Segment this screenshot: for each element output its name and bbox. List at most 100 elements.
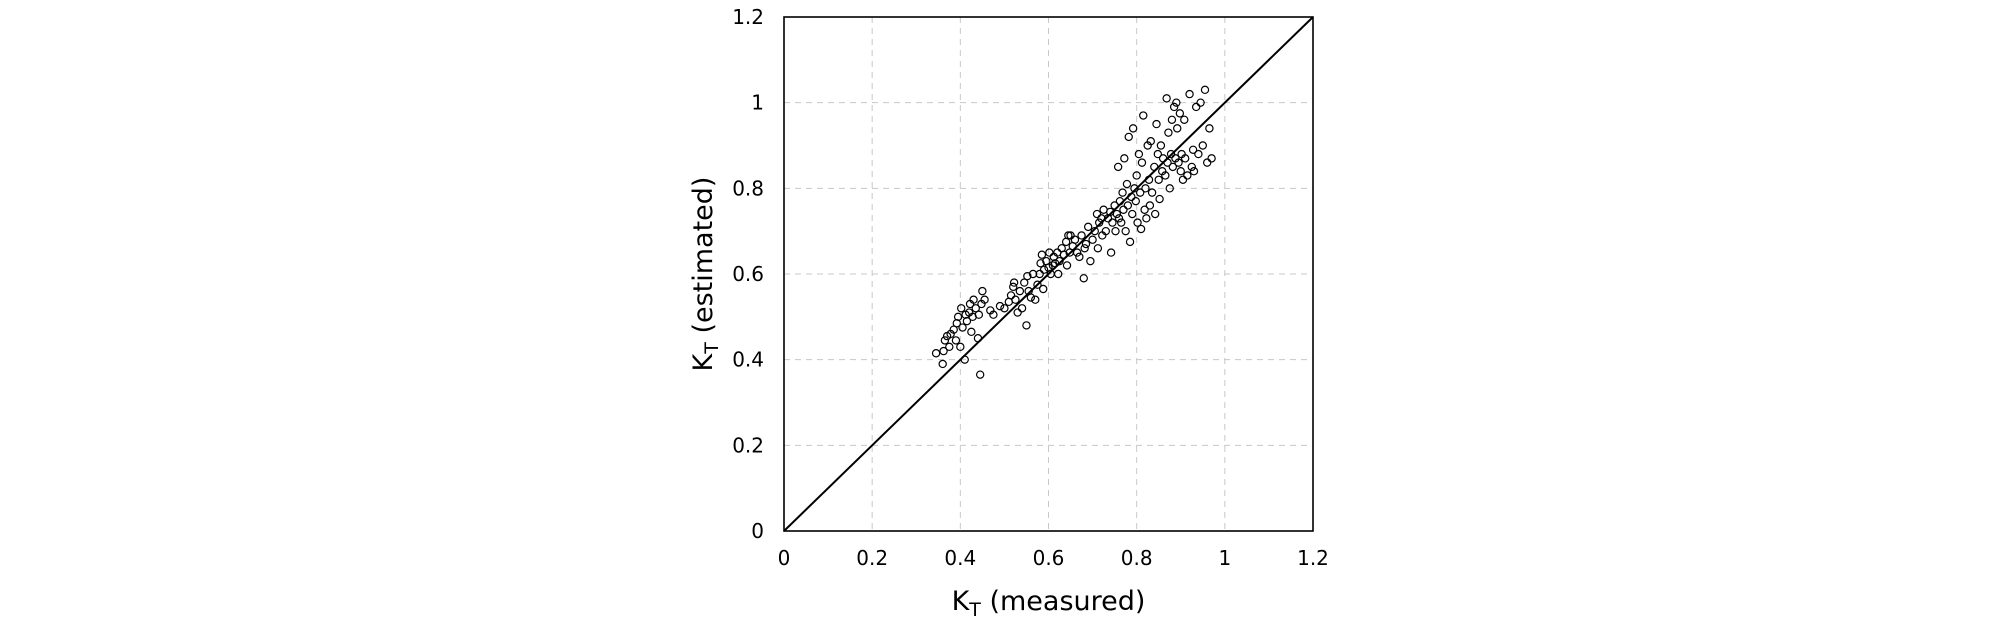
data-point [1122, 179, 1132, 189]
data-point [1165, 184, 1174, 193]
data-point [1115, 196, 1125, 206]
x-axis-title-main: K [952, 586, 971, 617]
data-point [1009, 278, 1019, 287]
data-point [1135, 188, 1145, 197]
plot-frame [783, 16, 1314, 532]
data-point [1188, 145, 1198, 154]
data-point [1207, 154, 1216, 163]
data-point [969, 295, 978, 304]
data-point [931, 349, 941, 358]
data-point [1106, 248, 1116, 257]
data-point [1200, 85, 1210, 95]
data-point [1142, 214, 1151, 223]
data-point [1141, 184, 1150, 193]
data-point [1140, 205, 1149, 214]
data-point [1187, 162, 1196, 172]
data-point [1166, 149, 1176, 159]
data-point [1035, 269, 1044, 279]
data-point [1128, 209, 1137, 219]
data-point [1191, 102, 1201, 112]
data-point [975, 370, 985, 379]
data-point [1011, 295, 1020, 304]
data-point [1168, 162, 1178, 172]
y-tick-label: 0.4 [732, 348, 764, 372]
data-point [1163, 158, 1172, 167]
data-point [1006, 291, 1016, 300]
data-point [1080, 244, 1089, 253]
data-point [945, 342, 954, 352]
data-point [1152, 119, 1161, 129]
data-point [1075, 252, 1084, 262]
data-point [1155, 194, 1164, 204]
data-point [957, 304, 966, 313]
data-point [1130, 184, 1139, 193]
data-point [1128, 124, 1138, 133]
data-point [1153, 149, 1163, 159]
data-point [962, 316, 972, 326]
data-point [1125, 237, 1135, 247]
data-point [1169, 102, 1179, 112]
y-tick-label: 0.6 [732, 262, 764, 286]
x-tick-label: 0.6 [1033, 546, 1065, 570]
data-point [980, 295, 989, 304]
data-point [1124, 132, 1133, 142]
data-point [1112, 209, 1122, 219]
data-point [1039, 284, 1048, 294]
y-tick-label: 0.8 [732, 176, 764, 200]
data-point [1017, 304, 1027, 313]
data-point [1134, 149, 1144, 159]
data-point [1154, 175, 1163, 184]
data-point [1064, 231, 1073, 240]
data-point [1127, 192, 1136, 202]
data-point [989, 310, 998, 319]
reference-line-layer [783, 16, 1314, 532]
data-point [1194, 149, 1203, 159]
data-point [1123, 201, 1133, 210]
data-point [1139, 111, 1148, 120]
data-point [1033, 280, 1042, 289]
data-point [1150, 209, 1160, 219]
data-point [1117, 218, 1126, 227]
x-axis-title-subscript: T [968, 599, 981, 621]
data-point [1176, 166, 1185, 176]
y-tick-label: 1 [751, 91, 764, 115]
data-point [1077, 231, 1086, 240]
data-point [1083, 222, 1093, 232]
data-point [1118, 188, 1127, 197]
data-point [1013, 308, 1022, 317]
data-point [1101, 226, 1111, 236]
x-axis-title: KT (measured) [952, 586, 1146, 621]
data-point [1156, 141, 1166, 150]
data-point [951, 336, 961, 345]
data-point [1183, 171, 1192, 180]
data-point [1031, 295, 1040, 304]
data-point [1178, 175, 1188, 184]
y-axis-title-subscript: T [701, 342, 723, 355]
y-tick-label: 1.2 [732, 5, 764, 29]
data-point [1119, 205, 1128, 214]
data-point [1198, 141, 1207, 150]
y-axis-title: KT (estimated) [688, 177, 723, 372]
data-point [1150, 162, 1159, 172]
data-point [1026, 293, 1036, 302]
data-point [1092, 209, 1102, 219]
data-point [1015, 286, 1025, 296]
data-point [1173, 124, 1182, 133]
y-tick-label: 0 [751, 519, 764, 543]
y-axis-title-main: K [688, 352, 719, 371]
data-point [1072, 248, 1082, 257]
data-point [1137, 158, 1147, 167]
x-tick-label: 1 [1218, 546, 1231, 570]
data-point [1121, 226, 1130, 236]
data-point [1037, 250, 1047, 259]
data-point [1144, 175, 1154, 184]
data-point [1022, 321, 1031, 330]
data-point [953, 312, 963, 322]
y-tick-label: 0.2 [732, 433, 764, 457]
data-point [1131, 196, 1140, 206]
data-point [1086, 256, 1095, 266]
data-point [1185, 89, 1194, 99]
x-tick-label: 0.2 [856, 546, 888, 570]
data-point [974, 310, 984, 319]
